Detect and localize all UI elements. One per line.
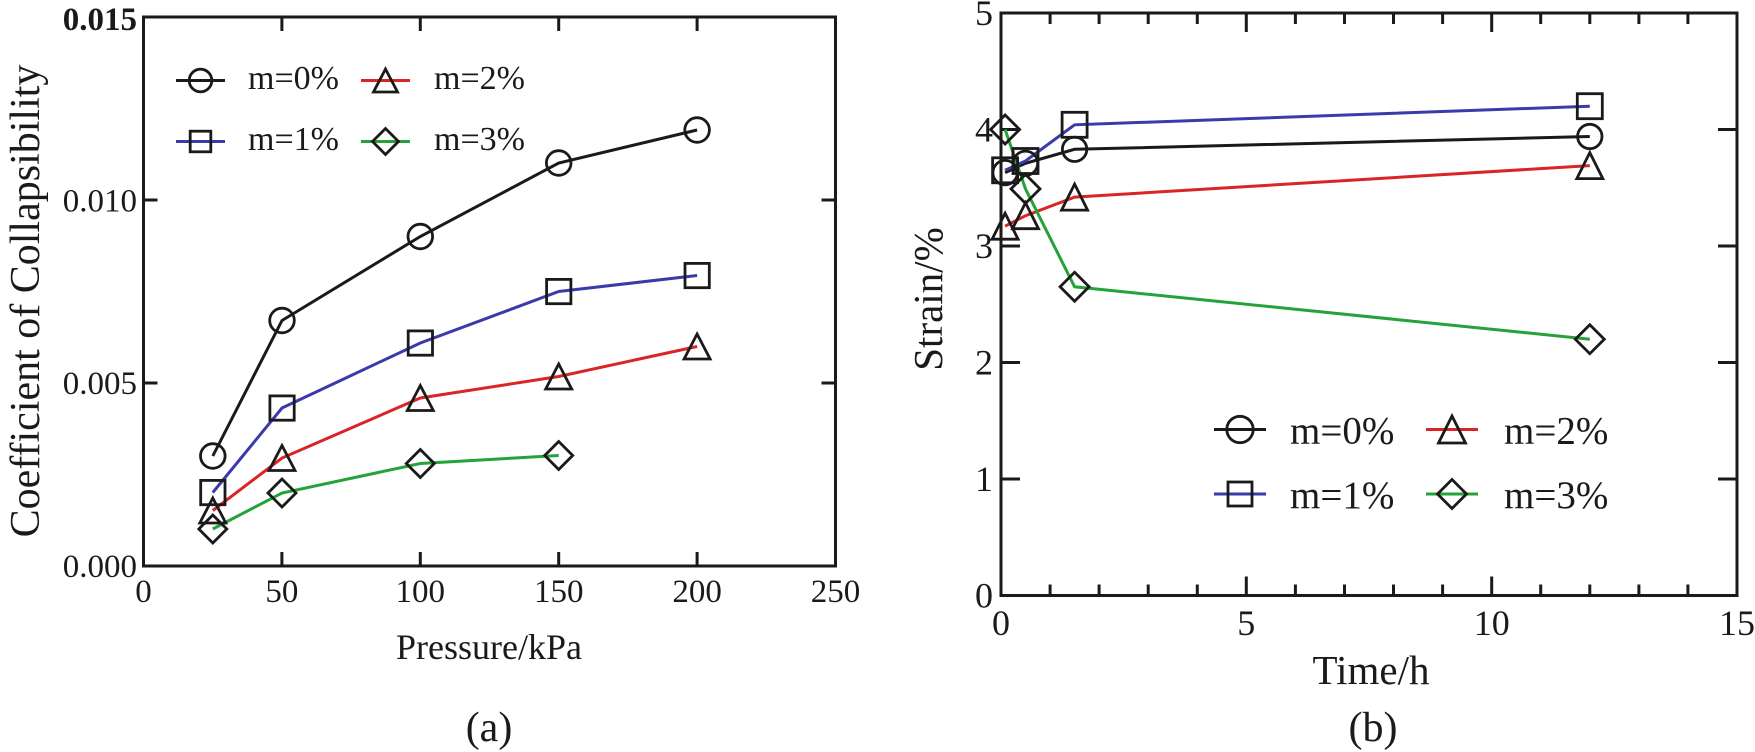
svg-text:m=3%: m=3% xyxy=(1504,474,1608,517)
svg-text:2: 2 xyxy=(975,343,993,383)
svg-text:0.015: 0.015 xyxy=(63,2,137,38)
svg-text:5: 5 xyxy=(1237,603,1255,643)
svg-text:0: 0 xyxy=(975,576,993,616)
svg-text:Strain/%: Strain/% xyxy=(905,227,951,370)
svg-text:m=0%: m=0% xyxy=(1290,410,1394,453)
svg-text:3: 3 xyxy=(975,226,993,266)
svg-text:0.005: 0.005 xyxy=(63,366,137,402)
svg-text:150: 150 xyxy=(534,574,584,610)
svg-text:m=1%: m=1% xyxy=(1290,474,1394,517)
svg-text:0.010: 0.010 xyxy=(63,184,137,220)
svg-text:0.000: 0.000 xyxy=(63,549,137,585)
svg-text:(a): (a) xyxy=(466,705,513,751)
svg-text:m=3%: m=3% xyxy=(434,121,525,158)
svg-text:Time/h: Time/h xyxy=(1313,647,1430,693)
svg-text:1: 1 xyxy=(975,459,993,499)
svg-text:100: 100 xyxy=(396,574,446,610)
svg-text:m=0%: m=0% xyxy=(248,60,339,97)
svg-text:4: 4 xyxy=(975,110,993,150)
svg-text:0: 0 xyxy=(135,574,152,610)
svg-text:m=1%: m=1% xyxy=(248,121,339,158)
svg-text:5: 5 xyxy=(975,0,993,33)
svg-text:50: 50 xyxy=(265,574,298,610)
svg-text:10: 10 xyxy=(1474,603,1510,643)
svg-text:Coefficient of Collapsibility: Coefficient of Collapsibility xyxy=(3,65,49,538)
svg-text:(b): (b) xyxy=(1349,705,1398,751)
svg-text:200: 200 xyxy=(672,574,722,610)
svg-text:250: 250 xyxy=(811,574,861,610)
svg-text:0: 0 xyxy=(992,603,1010,643)
svg-text:15: 15 xyxy=(1719,603,1755,643)
svg-text:Pressure/kPa: Pressure/kPa xyxy=(396,627,582,667)
svg-text:m=2%: m=2% xyxy=(1504,410,1608,453)
svg-text:m=2%: m=2% xyxy=(434,60,525,97)
